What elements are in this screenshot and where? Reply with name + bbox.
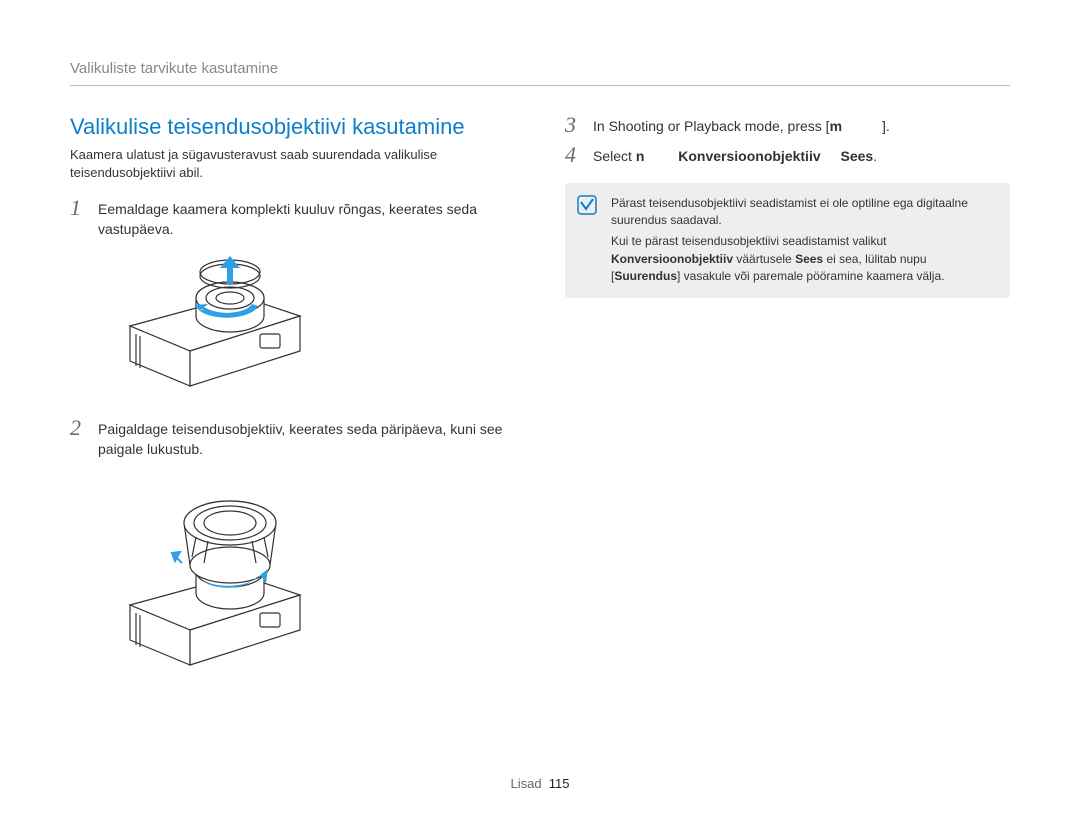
step-number: 3 [565, 114, 583, 136]
note-icon [577, 195, 597, 215]
page-number: 115 [549, 776, 570, 791]
footer-label: Lisad [510, 776, 541, 791]
step-number: 4 [565, 144, 583, 166]
step-text: Paigaldage teisendusobjektiiv, keerates … [98, 417, 515, 460]
column-left: Valikulise teisendusobjektiivi kasutamin… [70, 114, 515, 696]
intro-text: Kaamera ulatust ja sügavusteravust saab … [70, 146, 515, 181]
note-line-1: Pärast teisendusobjektiivi seadistamist … [611, 195, 996, 230]
column-right: 3 In Shooting or Playback mode, press [m… [565, 114, 1010, 696]
page-root: Valikuliste tarvikute kasutamine Valikul… [0, 0, 1080, 815]
step-text: In Shooting or Playback mode, press [m]. [593, 114, 890, 136]
step-3: 3 In Shooting or Playback mode, press [m… [565, 114, 1010, 136]
step-number: 2 [70, 417, 88, 460]
note-line-2: Kui te pärast teisendusobjektiivi seadis… [611, 233, 996, 285]
figure-remove-ring [100, 256, 330, 396]
figure-attach-lens [100, 475, 330, 675]
step-2: 2 Paigaldage teisendusobjektiiv, keerate… [70, 417, 515, 460]
page-footer: Lisad 115 [0, 776, 1080, 791]
section-title: Valikulise teisendusobjektiivi kasutamin… [70, 114, 515, 140]
step-text: Select n Konversioonobjektiiv Sees. [593, 144, 877, 166]
note-box: Pärast teisendusobjektiivi seadistamist … [565, 183, 1010, 298]
step-number: 1 [70, 197, 88, 240]
content-columns: Valikulise teisendusobjektiivi kasutamin… [70, 114, 1010, 696]
breadcrumb: Valikuliste tarvikute kasutamine [70, 60, 1010, 86]
step-4: 4 Select n Konversioonobjektiiv Sees. [565, 144, 1010, 166]
step-1: 1 Eemaldage kaamera komplekti kuuluv rõn… [70, 197, 515, 240]
step-text: Eemaldage kaamera komplekti kuuluv rõnga… [98, 197, 515, 240]
